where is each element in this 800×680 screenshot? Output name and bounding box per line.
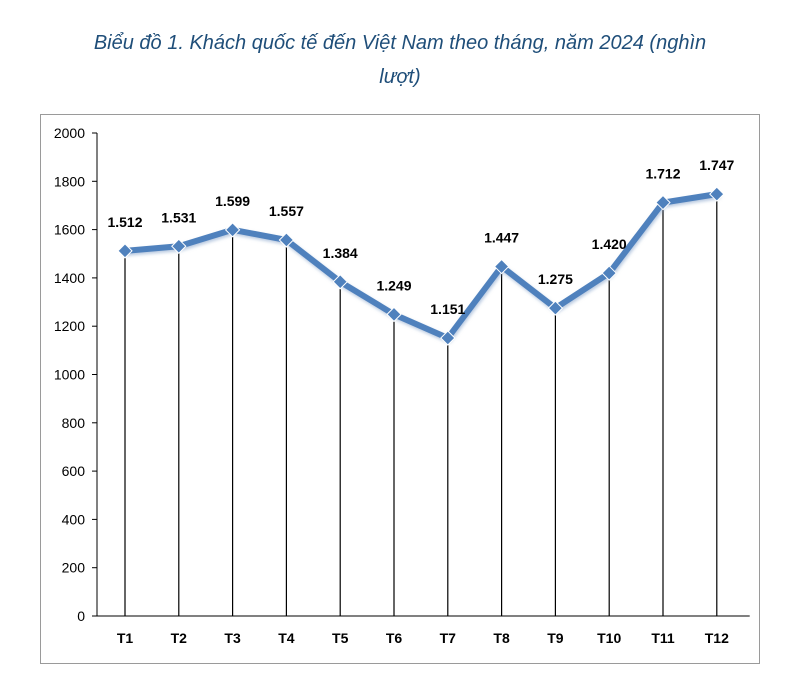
data-label: 1.420	[592, 236, 627, 252]
x-tick-label: T3	[224, 630, 241, 646]
data-label: 1.447	[484, 230, 519, 246]
chart-title-line-2: lượt)	[379, 66, 421, 88]
chart-frame	[40, 114, 760, 664]
x-tick-label: T2	[171, 630, 188, 646]
data-point	[332, 274, 348, 290]
data-label: 1.599	[215, 193, 250, 209]
data-point	[655, 194, 671, 211]
data-point	[224, 222, 241, 238]
axes: 0 200 400 600 800 1000 1200 1400 1600 1800 2000 T1 T…	[54, 125, 750, 646]
data-point	[547, 300, 564, 316]
y-tick-label: 200	[62, 560, 86, 576]
x-tick-label: T11	[651, 630, 675, 646]
data-label: 1.747	[699, 157, 734, 173]
data-label: 1.384	[323, 245, 358, 261]
y-tick-label: 1800	[54, 173, 85, 189]
y-tick-label: 2000	[54, 125, 85, 141]
x-tick-label: T9	[547, 630, 564, 646]
x-tick-label: T7	[440, 630, 457, 646]
data-point	[493, 258, 510, 275]
chart-title-line-1: Biểu đồ 1. Khách quốc tế đến Việt Nam th…	[93, 32, 707, 54]
y-tick-label: 1400	[54, 270, 85, 286]
x-tick-label: T4	[278, 630, 295, 646]
data-point	[386, 306, 402, 323]
data-label: 1.557	[269, 203, 304, 219]
series-line	[122, 191, 720, 341]
x-tick-label: T6	[386, 630, 403, 646]
data-label: 1.151	[430, 301, 465, 317]
series-visitors	[117, 186, 725, 346]
data-label: 1.712	[645, 166, 680, 182]
data-label: 1.249	[376, 277, 411, 293]
x-tick-label: T10	[597, 630, 621, 646]
y-tick-label: 1200	[54, 318, 85, 334]
y-tick-label: 400	[62, 511, 86, 527]
y-tick-label: 1000	[54, 367, 85, 383]
x-tick-label: T1	[117, 630, 134, 646]
data-label: 1.275	[538, 271, 573, 287]
data-point	[440, 330, 456, 346]
data-labels: 1.512 1.531 1.599 1.557 1.384 1.249 1.151 1.447…	[107, 157, 734, 317]
data-point	[278, 232, 295, 248]
y-tick-label: 800	[62, 415, 86, 431]
drop-lines	[124, 194, 718, 616]
data-point	[117, 243, 133, 259]
y-tick-label: 0	[77, 608, 85, 624]
y-tick-label: 600	[62, 463, 86, 479]
data-point	[709, 186, 725, 202]
x-tick-label: T5	[332, 630, 349, 646]
data-point	[601, 265, 617, 281]
data-point	[171, 238, 187, 254]
data-label: 1.512	[107, 214, 142, 230]
data-label: 1.531	[161, 209, 196, 225]
y-tick-label: 1600	[54, 222, 85, 238]
x-tick-label: T8	[493, 630, 510, 646]
x-tick-label: T12	[705, 630, 729, 646]
chart-title: Biểu đồ 1. Khách quốc tế đến Việt Nam th…	[40, 26, 760, 94]
